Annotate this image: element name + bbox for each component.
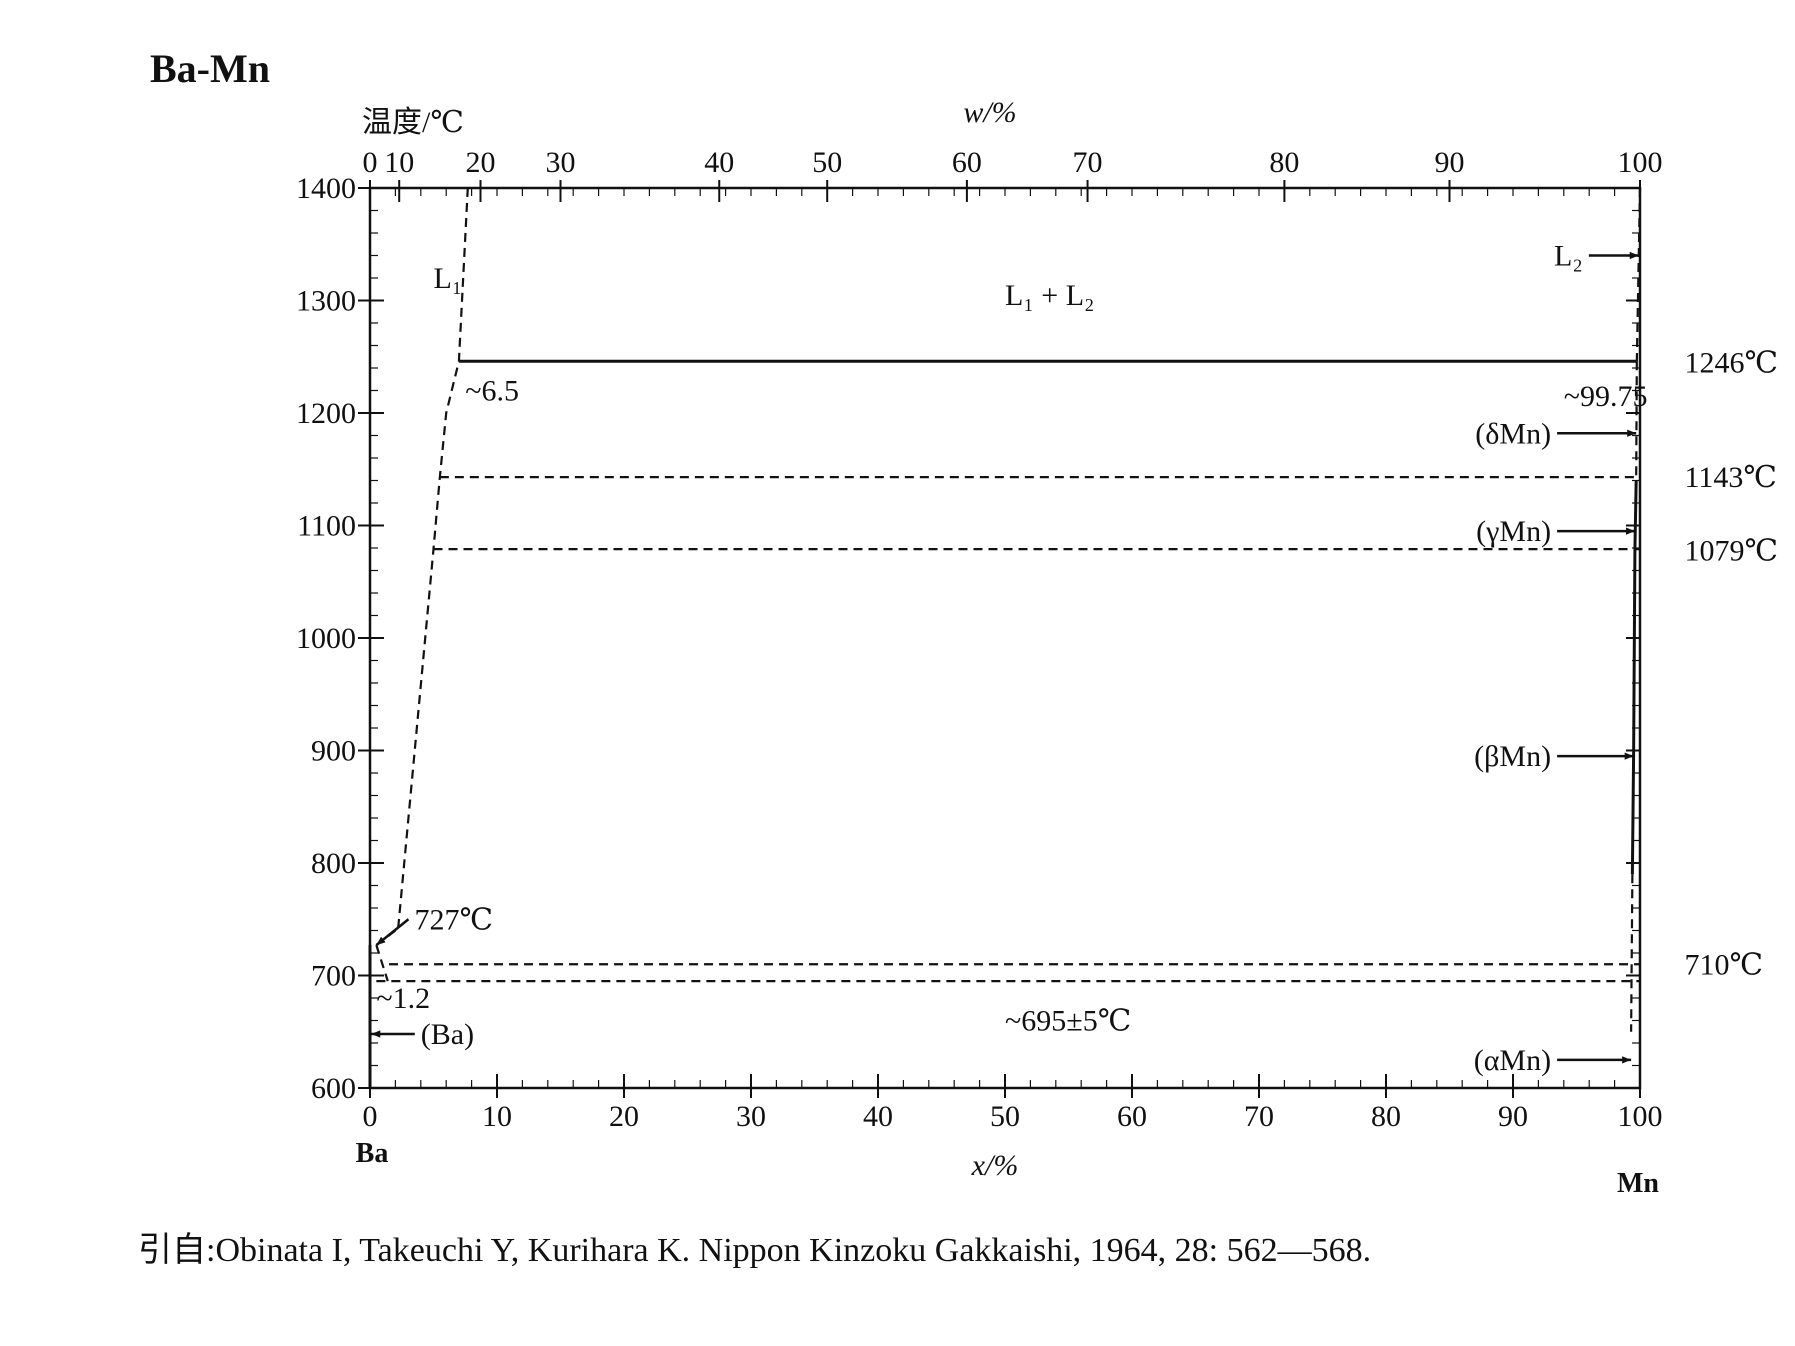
y-tick-label: 1400 xyxy=(296,172,356,205)
y-tick-label: 1200 xyxy=(296,397,356,430)
annotation-label: 710℃ xyxy=(1684,948,1763,981)
top-tick-label: 30 xyxy=(546,146,576,179)
top-tick-label: 100 xyxy=(1618,146,1663,179)
phase-boundary-9 xyxy=(1630,480,1638,875)
x-tick-label: 80 xyxy=(1371,1100,1401,1133)
phase-boundary-11 xyxy=(1630,874,1634,1032)
top-tick-label: 0 xyxy=(363,146,378,179)
x-axis-ticks: 0 10 20 30 40 50 60 70 80 90 100 xyxy=(363,1074,1663,1133)
minor-ticks xyxy=(369,187,1641,1089)
top-tick-label: 10 xyxy=(384,146,414,179)
phase-boundaries xyxy=(368,187,1642,1088)
annotation-label: ~99.75 xyxy=(1564,380,1648,413)
annotation-label: 727℃ xyxy=(414,903,493,936)
annotation-label: 1246℃ xyxy=(1684,346,1778,379)
x-tick-label: 50 xyxy=(990,1100,1020,1133)
annotation-label: ~1.2 xyxy=(376,982,430,1015)
x-tick-label: 100 xyxy=(1618,1100,1663,1133)
x-tick-label: 90 xyxy=(1498,1100,1528,1133)
annotation-arrow xyxy=(375,918,410,947)
annotation-label: 1143℃ xyxy=(1684,461,1776,494)
y-tick-label: 1000 xyxy=(296,622,356,655)
top-tick-label: 70 xyxy=(1073,146,1103,179)
top-tick-label: 50 xyxy=(812,146,842,179)
x-tick-label: 30 xyxy=(736,1100,766,1133)
y-tick-label: 700 xyxy=(311,960,356,993)
x-axis-label: x/% xyxy=(971,1149,1019,1182)
annotation-label: L₁ xyxy=(434,262,463,295)
phase-boundary-10 xyxy=(1635,361,1638,478)
annotation-label: (δMn) xyxy=(1475,417,1551,450)
annotation-label: ~6.5 xyxy=(465,375,519,408)
top-tick-label: 90 xyxy=(1435,146,1465,179)
y-tick-label: 600 xyxy=(311,1072,356,1105)
top-axis-label: w/% xyxy=(963,96,1016,129)
top-tick-label: 60 xyxy=(952,146,982,179)
y-tick-label: 1100 xyxy=(297,510,356,543)
citation: 引自:Obinata I, Takeuchi Y, Kurihara K. Ni… xyxy=(138,1232,1372,1269)
x-tick-label: 20 xyxy=(609,1100,639,1133)
y-tick-label: 900 xyxy=(311,735,356,768)
x-axis-end-label-mn: Mn xyxy=(1617,1168,1659,1199)
annotation-label: (βMn) xyxy=(1474,740,1551,773)
annotation-label: (αMn) xyxy=(1474,1044,1551,1077)
y-tick-label: 1300 xyxy=(296,285,356,318)
top-axis-ticks: 0 10 20 30 40 50 60 70 80 90 100 xyxy=(363,146,1663,202)
x-tick-label: 40 xyxy=(863,1100,893,1133)
y-axis-label: 温度/℃ xyxy=(362,106,464,139)
y-tick-label: 800 xyxy=(311,847,356,880)
annotation-label: L₂ xyxy=(1554,240,1583,273)
x-axis-end-label-ba: Ba xyxy=(356,1138,389,1169)
annotation-label: (γMn) xyxy=(1476,515,1551,548)
annotation-label: 1079℃ xyxy=(1684,534,1778,567)
top-tick-label: 80 xyxy=(1269,146,1299,179)
annotation-label: L₁ + L₂ xyxy=(1005,279,1095,312)
phase-boundary-2 xyxy=(375,944,389,982)
chart-title: Ba-Mn xyxy=(150,46,270,91)
x-tick-label: 10 xyxy=(482,1100,512,1133)
top-tick-label: 20 xyxy=(465,146,495,179)
top-tick-label: 40 xyxy=(704,146,734,179)
phase-boundary-0 xyxy=(396,187,469,931)
annotation-label: ~695±5℃ xyxy=(1005,1005,1131,1038)
plot-frame xyxy=(368,186,1642,1090)
x-tick-label: 60 xyxy=(1117,1100,1147,1133)
x-tick-label: 0 xyxy=(363,1100,378,1133)
x-tick-label: 70 xyxy=(1244,1100,1274,1133)
annotation-label: (Ba) xyxy=(421,1018,474,1051)
phase-annotations: L₁ L₁ + L₂ L₂ ~6.5 ~99.75 1246℃ (δMn) 1143℃ (γMn… xyxy=(371,240,1778,1077)
